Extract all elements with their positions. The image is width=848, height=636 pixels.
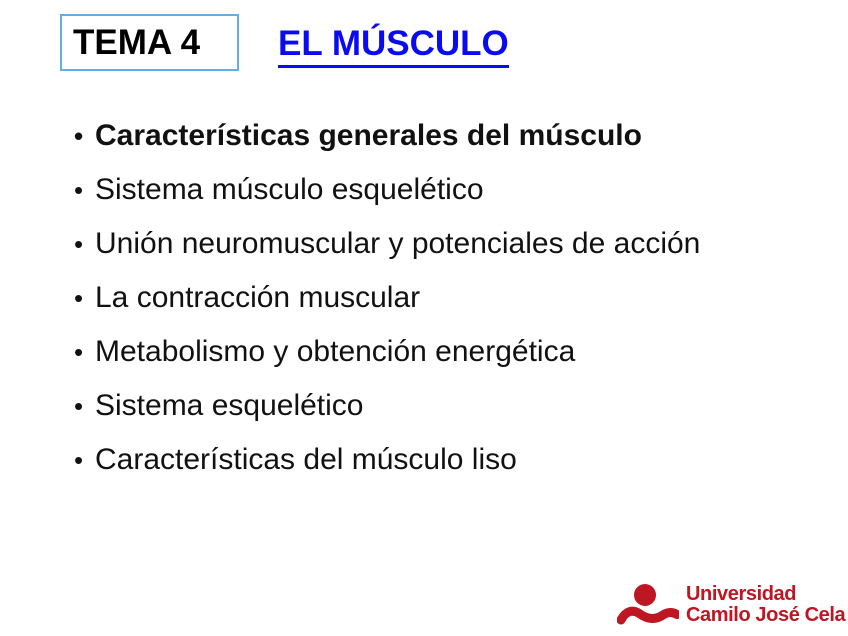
logo-text: Universidad Camilo José Cela [686,583,846,626]
university-logo: Universidad Camilo José Cela [617,578,846,632]
tema-box: TEMA 4 [60,14,239,71]
list-item: Características generales del músculo [60,109,830,163]
logo-line1: Universidad [686,583,797,605]
list-item: Metabolismo y obtención energética [60,325,830,379]
tema-label: TEMA 4 [73,22,201,62]
list-item: Sistema músculo esquelético [60,163,830,217]
slide-title-link[interactable]: EL MÚSCULO [278,25,509,68]
list-item: Unión neuromuscular y potenciales de acc… [60,217,830,271]
list-item: La contracción muscular [60,271,830,325]
ucjc-logo-icon [617,584,679,625]
list-item: Características del músculo liso [60,433,830,487]
list-item: Sistema esquelético [60,379,830,433]
bullet-list: Características generales del músculo Si… [60,109,830,487]
logo-line2: Camilo José Cela [686,604,846,626]
